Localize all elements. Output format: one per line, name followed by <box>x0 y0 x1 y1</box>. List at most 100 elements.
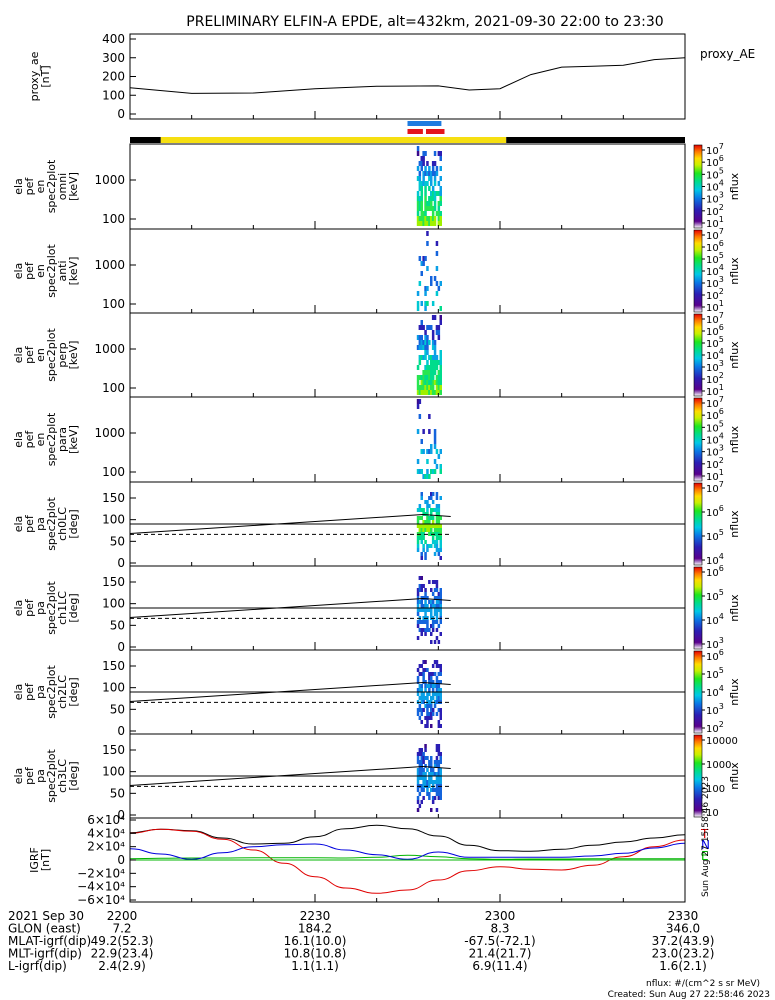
spectrogram-pixel <box>416 516 420 520</box>
spectrogram-pixel <box>424 604 427 608</box>
spectrogram-pixel <box>437 181 441 186</box>
spectrogram-pixel <box>439 756 442 760</box>
spectrogram-pixel <box>422 508 425 512</box>
colorbar-ela_pef_pa_spec2plot_ch0LC <box>693 482 703 566</box>
spectrogram-pixel <box>433 380 437 385</box>
spectrogram-pixel <box>420 211 423 216</box>
footer-cell: 184.2 <box>298 922 332 936</box>
spectrogram-pixel <box>435 696 439 700</box>
footer-cell: 23.0(23.2) <box>652 947 715 961</box>
spectrogram-pixel <box>418 390 422 395</box>
spectrogram-pixel <box>428 716 431 720</box>
spectrogram-pixel <box>418 792 422 796</box>
spectrogram-pixel <box>428 355 431 360</box>
spectrogram-pixel <box>418 528 422 532</box>
spectrogram-pixel <box>435 756 439 760</box>
spectrogram-pixel <box>420 181 423 186</box>
spectrogram-pixel <box>416 166 420 171</box>
spectrogram-pixel <box>431 171 435 176</box>
spectrogram-pixel <box>418 768 422 772</box>
colorbar-tick-label: 102 <box>706 203 724 218</box>
spectrogram-pixel <box>437 624 441 628</box>
spectrogram-pixel <box>420 532 423 536</box>
spectrogram-pixel <box>424 286 427 291</box>
spectrogram-pixel <box>437 151 441 156</box>
ytick-label: 100 <box>102 513 125 527</box>
spectrogram-pixel <box>433 596 437 600</box>
spectrogram-pixel <box>439 191 442 196</box>
spectrogram-pixel <box>439 536 442 540</box>
spectrogram-pixel <box>437 720 441 724</box>
spectrogram-pixel <box>433 171 437 176</box>
spectrogram-pixel <box>418 221 422 226</box>
spectrogram-pixel <box>431 672 435 676</box>
spectrogram-pixel <box>437 680 441 684</box>
spectrogram-pixel <box>433 780 437 784</box>
spectrogram-pixel <box>433 620 437 624</box>
spectrogram-pixel <box>439 306 442 311</box>
spectrogram-pixel <box>431 365 435 370</box>
spectrogram-pixel <box>424 171 427 176</box>
spectrogram-pixel <box>420 604 423 608</box>
spectrogram-pixel <box>439 672 442 676</box>
spectrogram-pixel <box>437 688 441 692</box>
spectrogram-pixel <box>433 508 437 512</box>
spectrogram-pixel <box>431 301 435 306</box>
spectrogram-pixel <box>420 380 423 385</box>
colorbar-tick-label: 105 <box>706 166 724 181</box>
spectrogram-pixel <box>435 166 439 171</box>
spectrogram-pixel <box>430 360 433 365</box>
ylabel-ela_pef_pa_spec2plot_ch1LC-5: [deg] <box>67 593 80 622</box>
spectrogram-pixel <box>435 700 439 704</box>
spectrogram-pixel <box>416 680 420 684</box>
ytick-label: 0 <box>117 640 125 654</box>
spectrogram-pixel <box>435 536 439 540</box>
spectrogram-pixel <box>424 596 427 600</box>
spectrogram-pixel <box>433 588 437 592</box>
loss-cone-line <box>129 681 451 702</box>
spectrogram-pixel <box>428 504 431 508</box>
colorbar-tick-label: 10 <box>706 808 719 819</box>
spectrogram-pixel <box>431 624 435 628</box>
spectrogram-pixel <box>439 548 442 552</box>
spectrogram-pixel <box>439 201 442 206</box>
spectrogram-pixel <box>422 524 425 528</box>
spectrogram-pixel <box>416 688 420 692</box>
spectrogram-pixel <box>433 704 437 708</box>
spectrogram-pixel <box>431 692 435 696</box>
ylabel-ela_pef_en_spec2plot_para-3: spec2plot <box>45 412 58 466</box>
ylabel-ela_pef_en_spec2plot_omni-0: ela <box>12 178 25 195</box>
ytick-label: 150 <box>102 575 125 589</box>
spectrogram-pixel <box>431 492 435 496</box>
spectrogram-pixel <box>439 355 442 360</box>
spectrogram-pixel <box>439 350 442 355</box>
spectrogram-pixel <box>422 780 425 784</box>
spectrogram-pixel <box>420 390 423 395</box>
spectrogram-pixel <box>439 596 442 600</box>
colorbar-tick-label: 103 <box>706 702 724 717</box>
spectrogram-pixel <box>422 708 425 712</box>
spectrogram-pixel <box>416 780 420 784</box>
spectrogram-pixel <box>424 474 427 479</box>
spectrogram-pixel <box>420 684 423 688</box>
spectrogram-pixel <box>433 360 437 365</box>
spectrogram-pixel <box>420 469 423 474</box>
ytick-label: 100 <box>102 765 125 779</box>
spectrogram-pixel <box>426 161 429 166</box>
spectrogram-pixel <box>439 166 442 171</box>
spectrogram-pixel <box>418 256 422 261</box>
spectrogram-pixel <box>428 340 431 345</box>
spectrogram-pixel <box>416 206 420 211</box>
spectrogram-pixel <box>424 186 427 191</box>
spectrogram-pixel <box>416 592 420 596</box>
ylabel-ela_pef_en_spec2plot_omni-1: pef <box>23 177 36 196</box>
spectrogram-pixel <box>439 708 442 712</box>
spectrogram-pixel <box>430 708 433 712</box>
spectrogram-pixel <box>439 156 442 161</box>
spectrogram-pixel <box>430 492 433 496</box>
spectrogram-pixel <box>416 306 420 311</box>
spectrogram-pixel <box>439 780 442 784</box>
spectrogram-pixel <box>416 604 420 608</box>
colorbar-ela_pef_en_spec2plot_perp <box>693 313 703 397</box>
